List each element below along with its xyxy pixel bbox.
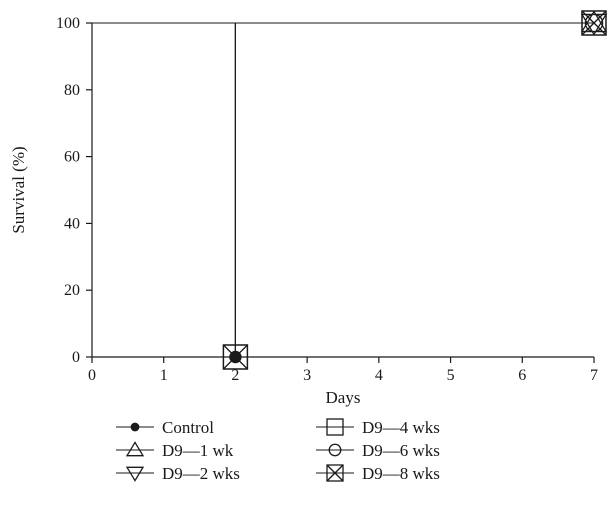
triangle-down-shape [580,13,608,36]
triangle-up-shape [580,10,608,33]
series-line-1 [92,22,236,357]
x-tick-label: 4 [375,367,383,384]
legend-item: D9—2 wks [116,464,240,483]
x-axis-title: Days [326,388,361,407]
series-line-6 [92,22,236,357]
legend-marker-triangle-up [125,441,145,457]
x-tick-label: 3 [303,367,311,384]
legend-label: Control [162,418,214,437]
series-lines-group [92,22,594,357]
axes-group: 0 1 2 3 4 5 6 7 0 20 40 60 80 100 [56,15,598,384]
legend-item: Control [116,418,214,437]
legend-marker-circle [328,443,342,457]
legend-label: D9—1 wk [162,441,234,460]
crossed-square-box [326,464,344,482]
data-point-triangle-down [580,13,608,36]
y-tick-label: 0 [72,349,80,366]
filled-circle-shape [229,350,242,364]
triangle-up-shape [125,441,145,457]
data-point-filled-circle [229,350,242,364]
markers-group [222,10,608,370]
x-tick-label: 6 [518,367,526,384]
open-square-shape [326,418,344,436]
triangle-down-shape [125,466,145,482]
x-tick-label: 2 [231,367,239,384]
legend-item: D9—6 wks [316,441,440,460]
y-tick-label: 100 [56,15,80,32]
crossed-square-box [222,344,249,370]
legend-item: D9—8 wks [316,464,440,483]
x-tick-label: 5 [447,367,455,384]
legend-label: D9—8 wks [362,464,440,483]
series-line-4 [92,22,236,357]
legend: Control D9—1 wk D9—2 wks D9—4 wks D9—6 wks D9… [116,418,440,483]
legend-item: D9—4 wks [316,418,440,437]
y-tick-label: 60 [64,149,80,166]
x-tick-label: 1 [160,367,168,384]
crossed-square-diag [326,464,344,482]
data-point-triangle-up [580,10,608,33]
filled-circle-shape [130,422,140,432]
x-tick-label: 7 [590,367,598,384]
y-tick-label: 80 [64,82,80,99]
open-circle-shape [328,443,342,457]
y-tick-label: 40 [64,215,80,232]
legend-label: D9—4 wks [362,418,440,437]
legend-item: D9—1 wk [116,441,234,460]
y-tick-label: 20 [64,282,80,299]
legend-label: D9—6 wks [362,441,440,460]
x-tick-label: 0 [88,367,96,384]
legend-marker-crossed-square [326,464,344,482]
legend-marker-square [326,418,344,436]
legend-marker-filled-circle [130,422,140,432]
legend-marker-triangle-down [125,466,145,482]
y-axis-title: Survival (%) [9,146,28,233]
legend-label: D9—2 wks [162,464,240,483]
